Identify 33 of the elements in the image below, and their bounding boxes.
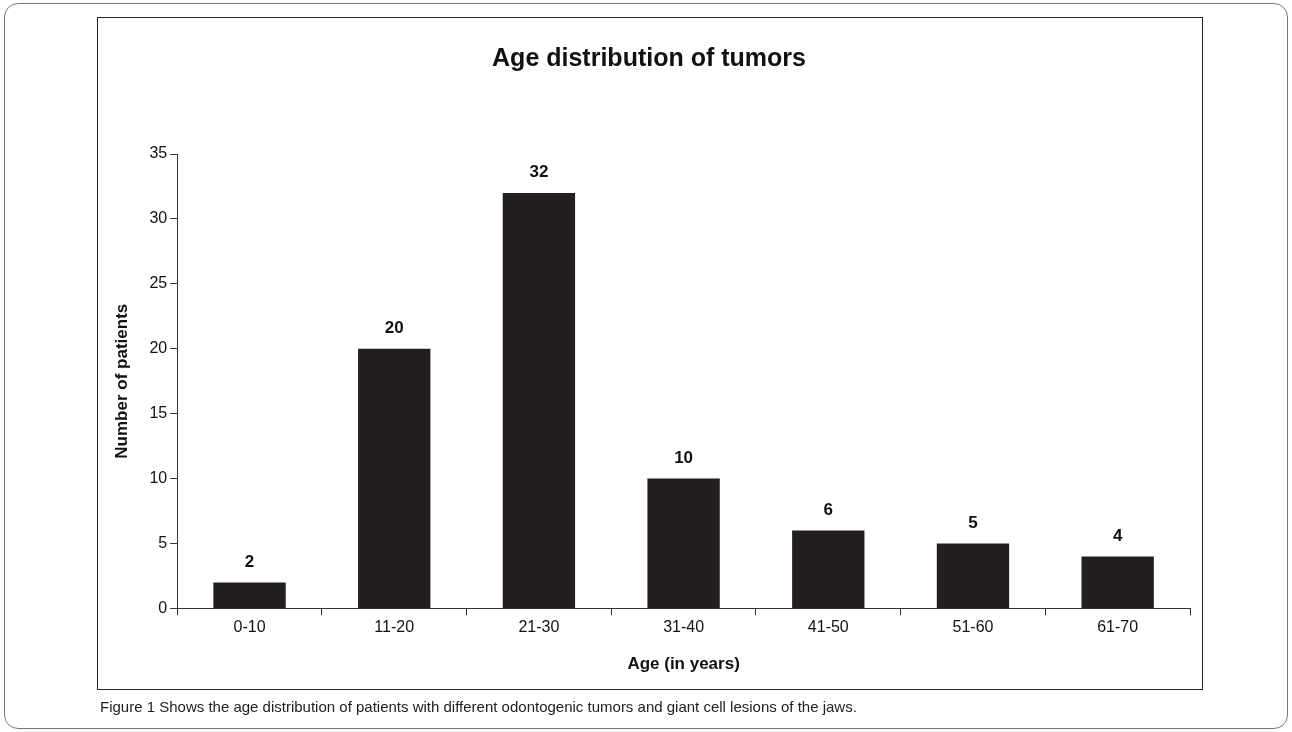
x-tick-label: 41-50: [807, 618, 849, 636]
x-tick-label: 31-40: [663, 618, 705, 636]
data-label: 4: [1112, 525, 1123, 545]
y-tick-label: 0: [158, 598, 168, 616]
bar: [358, 348, 431, 608]
bar: [936, 543, 1010, 608]
data-label: 5: [968, 512, 978, 532]
data-label: 6: [823, 499, 834, 519]
y-tick-label: 10: [149, 468, 168, 486]
x-tick-label: 11-20: [374, 618, 415, 636]
x-tick-label: 61-70: [1097, 618, 1139, 636]
y-tick-label: 25: [149, 274, 168, 292]
bar: [502, 192, 576, 608]
data-label: 10: [674, 447, 694, 467]
caption: Figure 1 Shows the age distribution of patients with different odontogenic tumors and giant cell lesions of the jaws.: [100, 698, 857, 715]
x-tick-label: 0-10: [233, 618, 266, 636]
y-tick-label: 35: [149, 144, 168, 162]
chart-title: Age distribution of tumors: [492, 42, 806, 71]
bar: [213, 582, 286, 608]
y-tick-label: 5: [158, 533, 168, 551]
bar: [647, 478, 720, 608]
x-axis-title: Age (in years): [627, 654, 740, 674]
x-tick-label: 51-60: [952, 618, 994, 636]
y-tick-label: 20: [149, 339, 168, 357]
bar: [792, 530, 865, 608]
bar: [1081, 556, 1154, 608]
y-tick-label: 30: [149, 209, 168, 227]
data-label: 20: [384, 317, 404, 337]
data-label: 32: [529, 162, 549, 182]
y-tick-label: 15: [149, 404, 168, 422]
data-label: 2: [244, 551, 255, 571]
y-axis-title: Number of patients: [111, 303, 131, 459]
x-tick-label: 21-30: [518, 618, 560, 636]
